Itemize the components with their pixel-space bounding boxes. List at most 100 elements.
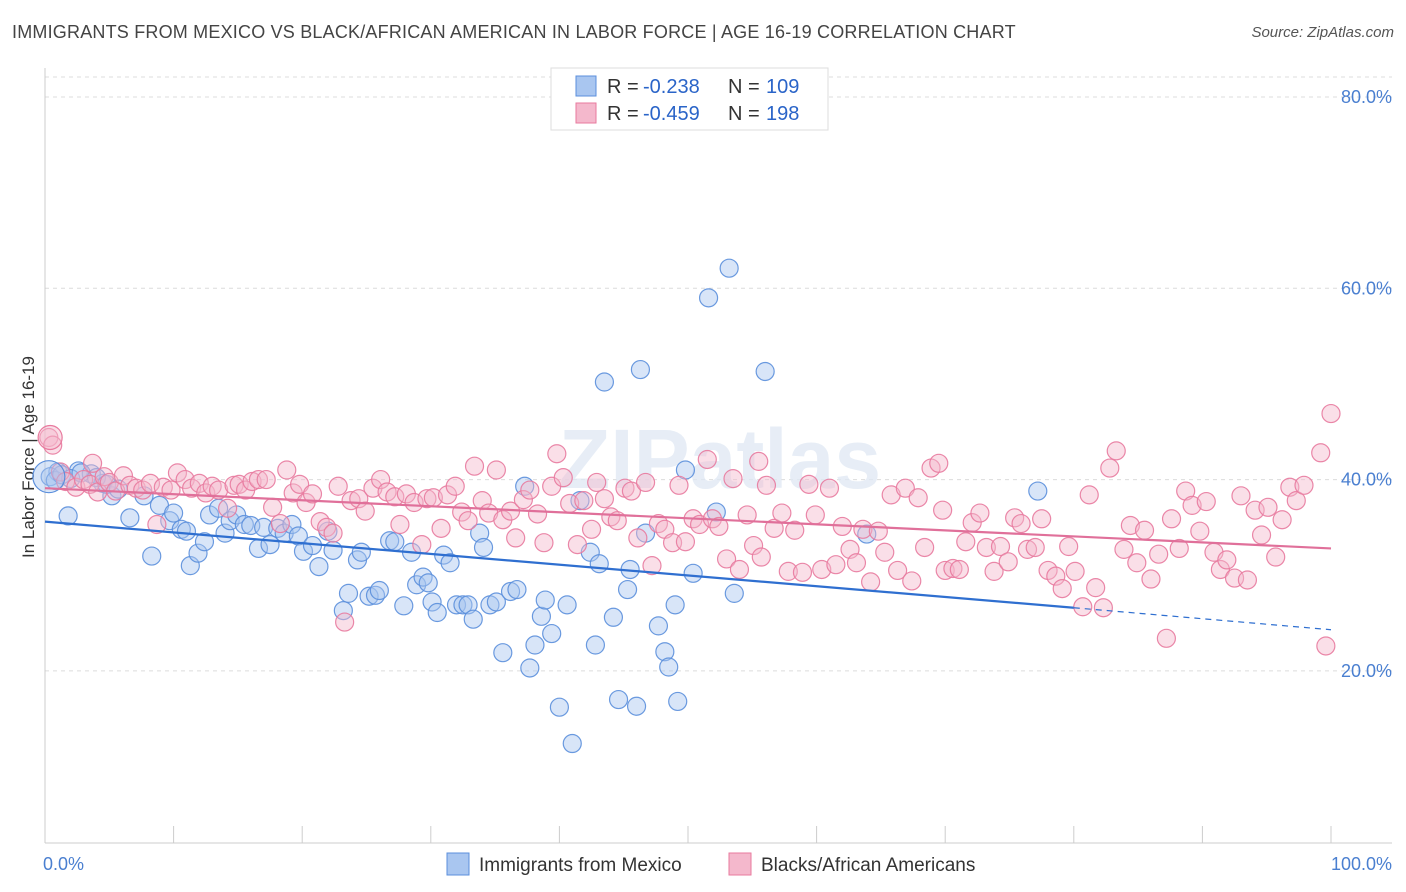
point-black-african-american [1025,537,1045,558]
point-black-african-american [812,559,832,580]
point-mexico [120,508,140,528]
y-tick-label: 60.0% [1341,278,1392,298]
point-black-african-american [82,453,103,473]
point-black-african-american [417,489,437,509]
point-black-african-american [1011,513,1031,534]
point-black-african-american [1017,539,1038,559]
point-black-african-american [553,468,573,488]
point-black-african-american [902,571,922,591]
point-mexico [535,590,555,610]
trend-line-mexico [44,520,1074,609]
point-black-african-american [1059,536,1079,557]
point-mexico [665,595,685,615]
legend-swatch-pink [575,102,597,124]
point-black-african-american [66,477,86,497]
point-mexico [683,563,703,583]
point-black-african-american [1120,515,1140,536]
point-black-african-american [113,466,134,486]
point-mexico [188,543,208,563]
legend-n-label-2: N = [728,103,760,125]
point-black-african-american [1182,495,1202,515]
point-black-african-american [1161,509,1182,529]
x-tick-label: 100.0% [1331,854,1392,874]
point-black-african-american [341,491,361,511]
legend-r-value-1: -0.238 [643,76,700,98]
point-black-african-american [805,505,825,525]
trend-line-black-african-american [44,487,1332,550]
point-mexico [446,595,467,615]
point-black-african-american [949,559,969,580]
legend-r-label-2: R = [607,103,639,125]
point-mexico [422,592,442,612]
point-black-african-american [390,514,410,535]
point-black-african-american [1258,497,1278,517]
point-mexico [427,602,447,623]
point-black-african-american [1156,628,1176,648]
bottom-legend-label-1: Immigrants from Mexico [479,855,682,876]
point-mexico [486,592,506,612]
point-mexico [698,288,719,308]
point-black-african-american [976,537,996,558]
point-black-african-american [458,511,478,531]
point-black-african-american [277,460,297,480]
point-black-african-american [1251,525,1272,545]
point-mexico [463,609,483,629]
point-black-african-american [984,561,1004,581]
point-black-african-american [621,481,642,501]
point-mexico [493,643,513,663]
point-black-african-american [147,514,167,535]
point-black-african-american [567,534,588,555]
point-black-african-american [635,472,656,493]
watermark: ZIPatlas [559,412,881,506]
x-tick-label: 0.0% [43,854,84,874]
point-black-african-american [486,460,506,480]
trend-line-mexico-extension [1073,607,1332,631]
point-black-african-american [785,520,805,540]
y-tick-labels: 20.0% 40.0% 60.0% 80.0% [1341,87,1392,681]
point-black-african-american [826,555,846,575]
point-black-african-american [749,451,769,471]
point-black-african-american [1272,510,1292,530]
data-points [32,258,1341,754]
point-mexico [655,642,675,662]
point-black-african-american [861,572,881,592]
point-black-african-american [628,528,648,548]
point-black-african-american [1114,539,1134,559]
point-black-african-american [697,449,717,470]
point-black-african-american [792,562,813,582]
legend-n-value-1: 109 [766,76,799,98]
point-mexico [648,616,669,636]
point-mexico [668,691,688,712]
point-black-african-american [445,476,465,496]
point-black-african-american [888,560,908,581]
bottom-legend-swatch-pink [728,852,752,876]
point-black-african-american [1231,486,1251,506]
point-black-african-american [709,516,729,537]
point-mexico [418,573,438,593]
point-black-african-american [723,469,743,489]
bottom-legend: Immigrants from Mexico Blacks/African Am… [446,852,975,876]
point-black-african-american [37,424,63,451]
point-mexico [309,556,329,577]
point-mexico [507,579,527,600]
point-black-african-american [1052,578,1072,599]
x-tick-labels: 0.0% 100.0% [43,854,1392,874]
point-black-african-american [853,519,873,539]
point-black-african-american [1046,566,1066,586]
point-black-african-american [431,518,451,538]
point-black-african-american [290,474,310,494]
point-black-african-american [819,478,840,498]
point-black-african-american [799,474,819,494]
point-black-african-american [153,477,173,497]
point-mexico [617,579,638,600]
point-black-african-american [263,497,283,517]
point-mexico [32,460,66,494]
point-black-african-american [778,561,798,581]
legend-r-value-2: -0.459 [643,103,700,125]
point-black-african-american [1266,547,1286,567]
point-black-african-american [94,467,114,487]
point-mexico [58,506,78,526]
point-mexico [626,696,647,716]
point-mexico [585,635,606,655]
